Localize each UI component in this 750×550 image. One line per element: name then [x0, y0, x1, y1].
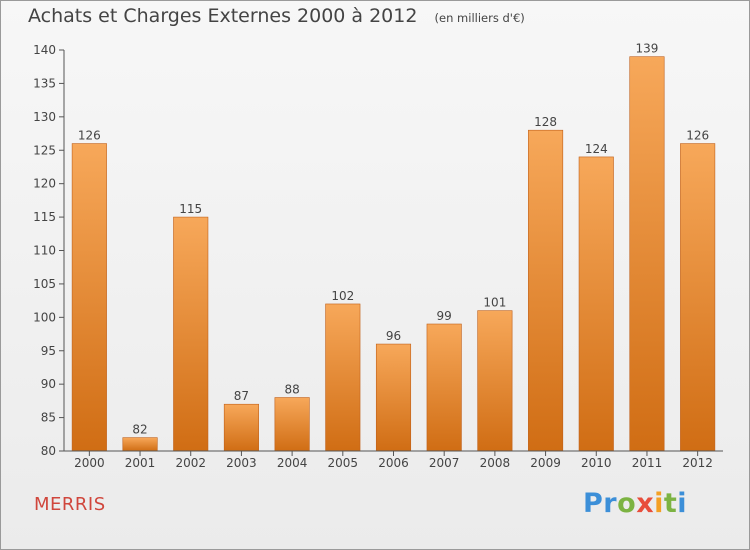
- y-tick-label: 120: [33, 177, 56, 191]
- bar-value-label: 102: [331, 289, 354, 303]
- chart-unit: (en milliers d'€): [434, 11, 525, 25]
- x-axis: 2000 2001 2002 2003 2004 2005 2006 2007 2008 2009…: [64, 450, 723, 470]
- bar-value-label: 99: [437, 309, 452, 323]
- bar: [223, 403, 259, 452]
- logo-letter: o: [617, 488, 637, 519]
- bar: [426, 323, 462, 452]
- bar: [528, 129, 564, 452]
- y-tick-label: 110: [33, 244, 56, 258]
- x-tick-label: 2003: [226, 456, 257, 470]
- y-tick-label: 80: [41, 444, 56, 458]
- y-tick-label: 100: [33, 310, 56, 324]
- logo-letter: t: [663, 488, 678, 519]
- bar-value-label: 96: [386, 329, 401, 343]
- x-tick-label: 2010: [581, 456, 612, 470]
- bar: [71, 143, 107, 452]
- x-tick-label: 2005: [328, 456, 359, 470]
- proxiti-logo: Proxiti: [583, 488, 687, 519]
- logo-letter: i: [677, 488, 688, 519]
- x-tick-label: 2006: [378, 456, 409, 470]
- logo-letter: i: [654, 488, 664, 519]
- bar-value-label: 139: [636, 42, 659, 56]
- x-tick-label: 2001: [125, 456, 156, 470]
- bar-value-label: 82: [132, 423, 147, 437]
- y-tick-label: 125: [33, 143, 56, 157]
- x-tick-label: 2012: [682, 456, 713, 470]
- bar-value-label: 101: [483, 296, 506, 310]
- commune-name: MERRIS: [34, 494, 106, 515]
- logo-letter: P: [583, 488, 604, 519]
- bar: [122, 437, 158, 452]
- bar: [477, 310, 513, 452]
- bar: [629, 56, 665, 452]
- bar-value-label: 126: [78, 129, 101, 143]
- y-tick-label: 95: [41, 344, 56, 358]
- logo-letter: x: [636, 488, 655, 519]
- x-tick-label: 2000: [74, 456, 105, 470]
- chart-title: Achats et Charges Externes 2000 à 2012: [28, 5, 418, 27]
- bar-value-label: 87: [234, 389, 249, 403]
- bar-value-label: 126: [686, 129, 709, 143]
- bar-value-label: 115: [179, 202, 202, 216]
- bar: [375, 343, 412, 452]
- bar: [274, 397, 310, 452]
- y-axis: 80 85 90 95 100 105 110 115 120 125 130 135 140: [33, 43, 65, 458]
- x-tick-label: 2007: [429, 456, 460, 470]
- x-tick-label: 2011: [632, 456, 663, 470]
- y-tick-label: 130: [33, 110, 56, 124]
- y-tick-label: 135: [33, 76, 56, 90]
- bar-value-label: 128: [534, 115, 557, 129]
- bar-value-label: 88: [284, 383, 299, 397]
- bar: [173, 216, 209, 452]
- chart-header: Achats et Charges Externes 2000 à 2012 (…: [28, 5, 525, 27]
- x-tick-label: 2009: [530, 456, 561, 470]
- x-tick-label: 2002: [175, 456, 206, 470]
- y-tick-label: 90: [41, 377, 56, 391]
- bars: 126 82 115 87 88 102 96 99 101 128 124 139 126: [71, 42, 716, 452]
- bar: [325, 303, 361, 452]
- y-tick-label: 85: [41, 411, 56, 425]
- bar-value-label: 124: [585, 142, 608, 156]
- x-tick-label: 2008: [480, 456, 511, 470]
- logo-letter: r: [603, 488, 618, 519]
- y-tick-label: 140: [33, 43, 56, 57]
- y-tick-label: 105: [33, 277, 56, 291]
- bar: [680, 143, 716, 452]
- x-tick-label: 2004: [277, 456, 308, 470]
- bar: [578, 156, 614, 452]
- y-tick-label: 115: [33, 210, 56, 224]
